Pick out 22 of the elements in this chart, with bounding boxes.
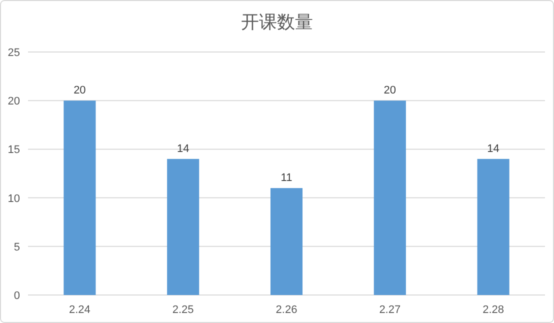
x-tick-label: 2.24 <box>68 304 90 316</box>
data-label: 14 <box>487 142 500 155</box>
data-label: 20 <box>384 84 396 97</box>
x-tick-label: 2.28 <box>482 304 504 316</box>
data-label: 11 <box>280 172 292 184</box>
chart-title: 开课数量 <box>241 12 313 32</box>
bar <box>477 158 510 295</box>
bar <box>374 100 406 295</box>
bar <box>167 158 200 295</box>
y-tick-label: 15 <box>8 144 20 156</box>
y-tick-label: 5 <box>14 241 20 254</box>
y-tick-label: 25 <box>8 47 20 59</box>
data-label: 14 <box>176 142 190 155</box>
x-tick-label: 2.25 <box>172 304 194 316</box>
y-tick-label: 20 <box>8 96 20 108</box>
y-tick-label: 10 <box>8 192 20 205</box>
bar <box>270 188 303 295</box>
y-tick-label: 0 <box>14 290 20 302</box>
x-tick-label: 2.26 <box>276 304 298 316</box>
data-label: 20 <box>74 84 86 97</box>
bar <box>64 100 96 295</box>
x-tick-label: 2.27 <box>379 304 401 316</box>
